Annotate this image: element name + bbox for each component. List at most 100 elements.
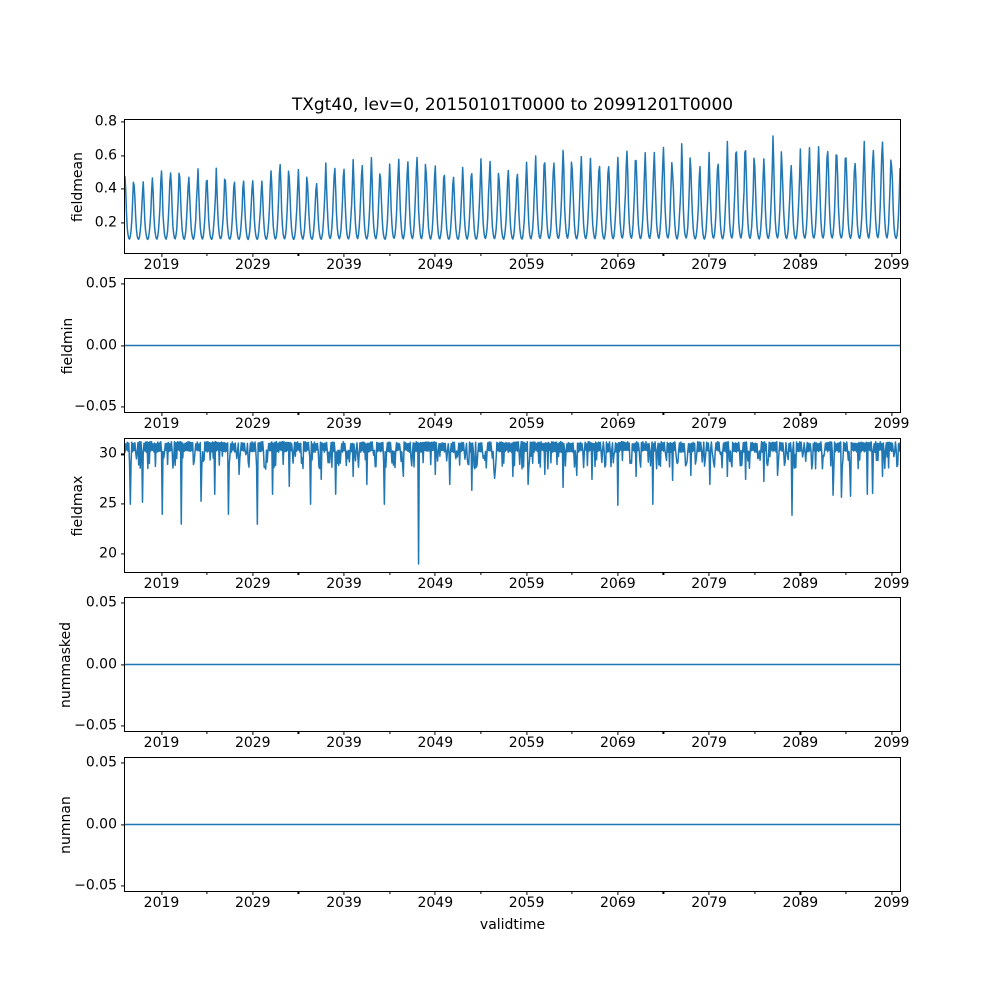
x-tick-major [708, 572, 710, 576]
line-series-fieldmean [125, 135, 900, 241]
x-tick-minor [297, 412, 299, 415]
x-tick-minor [206, 412, 208, 415]
x-tick-label: 2099 [873, 416, 910, 432]
y-tick [121, 406, 125, 408]
x-tick-major [708, 891, 710, 895]
line-series-numnan [125, 823, 900, 826]
x-tick-major [252, 572, 254, 576]
y-tick-label: 30 [99, 445, 117, 462]
y-tick-label: −0.05 [74, 717, 117, 734]
x-tick-minor [206, 572, 208, 575]
x-tick-major [617, 253, 619, 257]
y-tick-label: 0.6 [94, 147, 117, 163]
x-tick-minor [662, 412, 665, 415]
y-tick [121, 344, 125, 347]
x-tick-label: 2059 [508, 257, 545, 273]
x-tick-label: 2069 [600, 735, 636, 751]
y-tick-label: 0.00 [85, 337, 117, 353]
x-tick-major [343, 412, 345, 416]
x-tick-major [708, 731, 710, 735]
x-tick-major [799, 412, 801, 416]
x-tick-minor [571, 572, 573, 575]
x-tick-label: 2029 [234, 895, 271, 911]
x-tick-major [343, 731, 345, 735]
x-tick-label: 2029 [234, 416, 271, 432]
x-tick-major [434, 412, 436, 416]
x-tick-label: 2039 [326, 576, 362, 592]
y-tick [121, 283, 125, 285]
x-tick-major [617, 572, 619, 576]
x-tick-minor [662, 891, 665, 894]
x-tick-minor [206, 253, 208, 256]
x-tick-minor [754, 731, 756, 734]
x-tick-major [343, 572, 345, 576]
x-tick-minor [480, 731, 482, 734]
ylabel-numnan: numnan [58, 795, 74, 854]
line-series-fieldmax [125, 440, 900, 565]
x-tick-label: 2099 [873, 257, 910, 273]
x-tick-minor [389, 572, 391, 575]
x-tick-label: 2079 [691, 895, 727, 911]
x-tick-minor [845, 253, 847, 256]
x-tick-minor [754, 412, 756, 415]
y-tick-label: −0.05 [74, 398, 117, 415]
x-tick-minor [480, 572, 482, 575]
x-tick-major [708, 253, 710, 257]
y-tick [121, 221, 125, 224]
x-tick-label: 2049 [417, 895, 454, 911]
y-tick [121, 503, 125, 505]
ylabel-nummasked: nummasked [58, 621, 74, 708]
ylabel-fieldmean: fieldmean [70, 151, 86, 222]
x-tick-major [343, 253, 345, 257]
x-tick-minor [571, 253, 573, 256]
x-tick-major [891, 731, 893, 735]
x-tick-major [799, 731, 801, 735]
x-tick-minor [845, 731, 847, 734]
x-tick-label: 2019 [143, 416, 180, 432]
x-tick-minor [662, 253, 665, 256]
x-tick-label: 2059 [508, 735, 545, 751]
x-tick-major [434, 731, 436, 735]
x-tick-minor [754, 572, 756, 575]
x-tick-minor [206, 891, 208, 894]
series-path-fieldmax [125, 440, 900, 565]
x-tick-major [160, 412, 163, 416]
x-tick-minor [754, 253, 756, 256]
x-tick-label: 2089 [782, 257, 819, 273]
x-tick-label: 2039 [326, 416, 362, 432]
x-tick-label: 2089 [782, 895, 819, 911]
y-tick [121, 725, 125, 727]
y-tick [121, 553, 125, 555]
y-tick-label: 0.05 [85, 275, 117, 292]
axes-numnan: numnan 2019 2029 2039 2049 2059 2069 2079 2089 2… [58, 755, 909, 910]
y-tick-label: −0.05 [74, 877, 117, 894]
x-tick-major [434, 891, 436, 895]
x-tick-label: 2059 [508, 895, 545, 911]
x-tick-label: 2039 [326, 735, 362, 751]
x-tick-major [252, 891, 254, 895]
x-tick-major [434, 253, 436, 257]
x-tick-label: 2069 [600, 895, 636, 911]
x-tick-label: 2089 [782, 416, 819, 432]
y-tick-label: 20 [99, 545, 117, 562]
x-tick-label: 2089 [782, 576, 819, 592]
y-tick-label: 0.4 [94, 180, 117, 197]
x-tick-minor [845, 891, 847, 894]
series-path-fieldmean [125, 135, 900, 241]
x-tick-label: 2099 [873, 576, 910, 592]
x-tick-major [252, 412, 254, 416]
x-tick-major [708, 412, 710, 416]
x-tick-minor [389, 891, 391, 894]
x-tick-label: 2079 [691, 576, 727, 592]
x-tick-minor [480, 253, 482, 256]
x-tick-label: 2049 [417, 416, 454, 432]
y-tick [121, 602, 125, 604]
y-tick-label: 0.05 [85, 754, 117, 771]
x-tick-major [252, 253, 254, 257]
x-tick-major [799, 253, 801, 257]
x-tick-major [891, 412, 893, 416]
y-tick-label: 0.05 [85, 594, 117, 611]
x-tick-major [160, 731, 163, 735]
x-tick-minor [845, 412, 847, 415]
